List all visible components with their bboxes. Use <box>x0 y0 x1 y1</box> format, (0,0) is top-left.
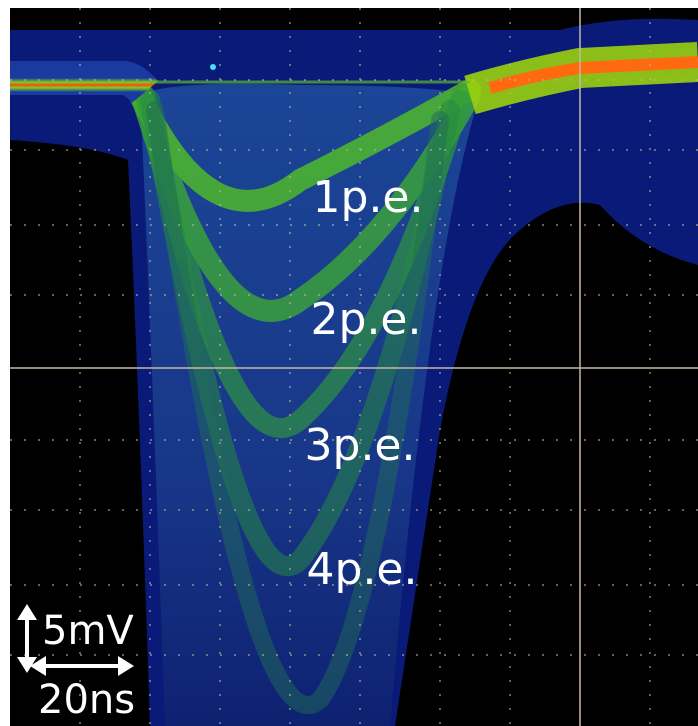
trigger-marker <box>210 64 216 70</box>
pe-label: 3p.e. <box>305 420 416 471</box>
oscilloscope-screen: 1p.e. 2p.e. 3p.e. 4p.e. 5mV 20ns <box>0 0 698 726</box>
pe-label: 2p.e. <box>311 294 422 345</box>
pe-label: 1p.e. <box>313 172 424 223</box>
voltage-scale: 5mV <box>42 608 134 654</box>
pe-label: 4p.e. <box>307 544 418 595</box>
page: 1p.e. 2p.e. 3p.e. 4p.e. 5mV 20ns (() => … <box>0 0 698 726</box>
baseline-left <box>10 78 145 92</box>
time-scale: 20ns <box>38 677 135 723</box>
